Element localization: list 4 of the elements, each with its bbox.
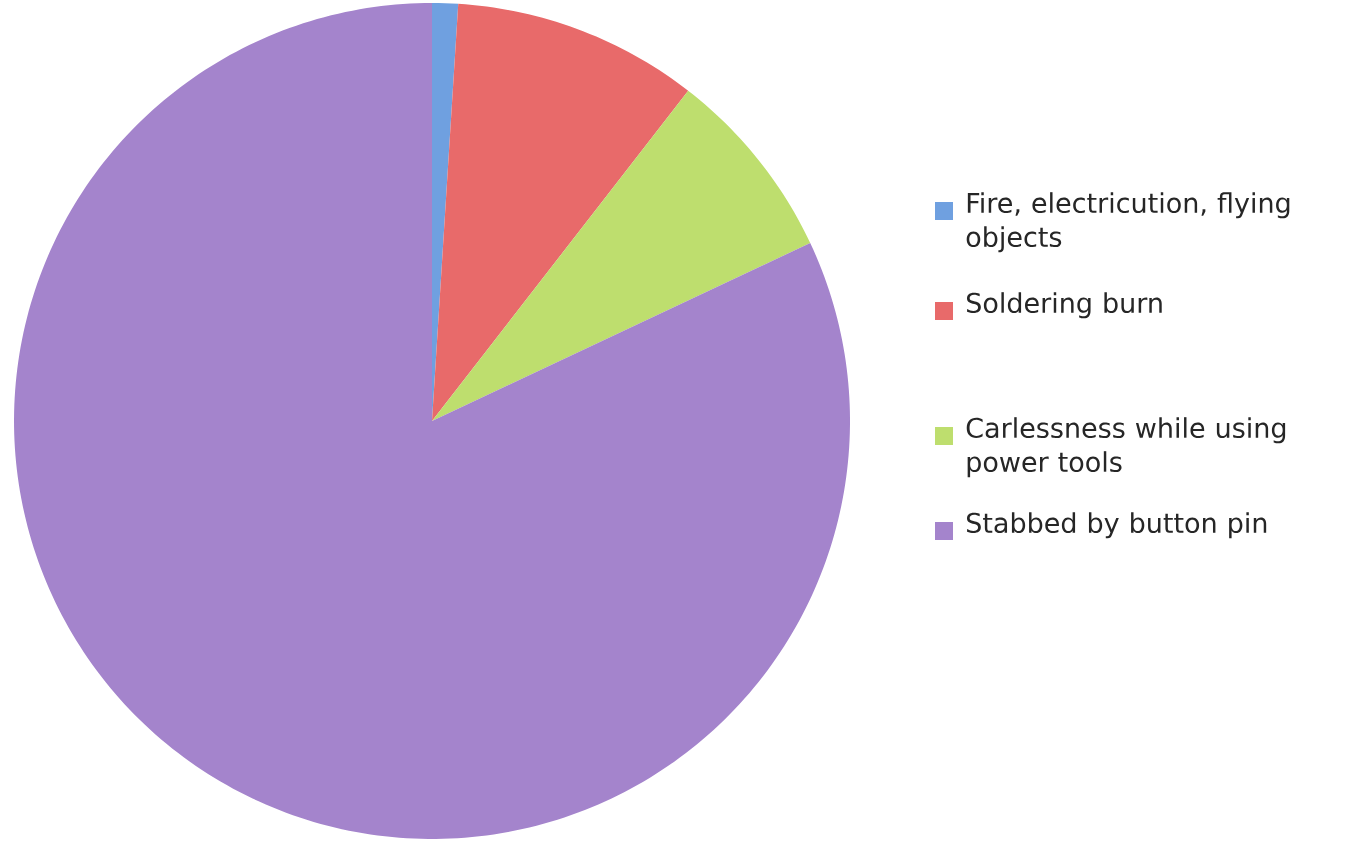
legend-label: Soldering burn [966, 292, 1162, 319]
legend-label: Carlessness while using power tools [966, 417, 1286, 478]
legend-label: Fire, electricution, flying objects [966, 192, 1290, 253]
legend-label: Stabbed by button pin [966, 512, 1267, 539]
